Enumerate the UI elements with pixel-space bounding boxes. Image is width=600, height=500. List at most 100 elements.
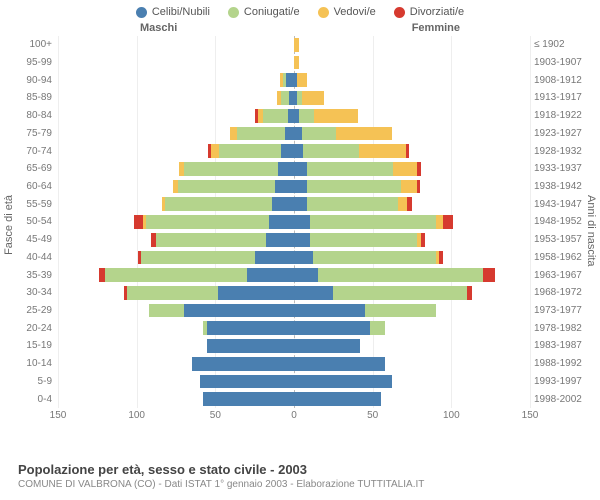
birth-year-label: 1993-1997 [534,376,592,387]
bar-segment [146,215,269,229]
bar-segment [436,215,444,229]
bar-segment [281,91,289,105]
birth-year-label: 1918-1922 [534,110,592,121]
bar-segment [294,392,381,406]
age-label: 75-79 [10,128,52,139]
chart-subtitle: COMUNE DI VALBRONA (CO) - Dati ISTAT 1° … [18,479,590,490]
male-bar [277,91,294,105]
legend-swatch [318,7,329,18]
bar-segment [307,180,401,194]
pyramid-row: 15-191983-1987 [58,337,530,355]
pyramid-row: 85-891913-1917 [58,89,530,107]
age-label: 55-59 [10,199,52,210]
bar-segment [294,251,313,265]
male-bar [207,339,294,353]
pyramid-row: 35-391963-1967 [58,266,530,284]
pyramid-row: 65-691933-1937 [58,160,530,178]
bar-segment [266,233,294,247]
bar-segment [294,215,310,229]
birth-year-label: 1903-1907 [534,57,592,68]
bar-segment [294,38,299,52]
pyramid-row: 90-941908-1912 [58,71,530,89]
bar-segment [294,180,307,194]
bar-segment [207,339,294,353]
birth-year-label: 1968-1972 [534,287,592,298]
female-bar [294,56,299,70]
male-bar [203,392,294,406]
bar-segment [294,339,360,353]
bar-segment [294,304,365,318]
pyramid-row: 30-341968-1972 [58,284,530,302]
x-tick: 50 [210,410,221,421]
male-bar [151,233,294,247]
age-label: 0-4 [10,394,52,405]
birth-year-label: 1973-1977 [534,305,592,316]
female-bar [294,321,385,335]
bar-segment [165,197,272,211]
birth-year-label: 1923-1927 [534,128,592,139]
bar-segment [393,162,417,176]
female-bar [294,197,412,211]
bar-segment [184,162,278,176]
male-bar [124,286,294,300]
bar-segment [303,144,358,158]
age-label: 5-9 [10,376,52,387]
bar-segment [417,162,422,176]
bar-segment [406,144,409,158]
age-label: 35-39 [10,270,52,281]
legend-swatch [394,7,405,18]
male-bar [138,251,294,265]
bar-segment [105,268,247,282]
birth-year-label: 1983-1987 [534,340,592,351]
age-label: 65-69 [10,163,52,174]
birth-year-label: ≤ 1902 [534,39,592,50]
bar-segment [207,321,294,335]
pyramid-row: 80-841918-1922 [58,107,530,125]
bar-segment [149,304,184,318]
birth-year-label: 1913-1917 [534,92,592,103]
bar-segment [443,215,452,229]
male-bar [173,180,294,194]
bar-segment [294,375,392,389]
female-bar [294,91,324,105]
male-bar [179,162,294,176]
female-bar [294,38,299,52]
legend-swatch [228,7,239,18]
birth-year-label: 1998-2002 [534,394,592,405]
bar-segment [294,56,299,70]
birth-year-label: 1948-1952 [534,216,592,227]
bar-segment [401,180,417,194]
bar-segment [467,286,472,300]
pyramid-row: 0-41998-2002 [58,390,530,408]
pyramid-row: 45-491953-1957 [58,231,530,249]
bar-segment [211,144,219,158]
age-label: 95-99 [10,57,52,68]
bar-segment [421,233,424,247]
birth-year-label: 1943-1947 [534,199,592,210]
pyramid-row: 10-141988-1992 [58,355,530,373]
pyramid-row: 60-641938-1942 [58,178,530,196]
bar-segment [127,286,218,300]
bar-segment [294,268,318,282]
bar-segment [230,127,238,141]
bar-segment [134,215,143,229]
bar-segment [294,144,303,158]
bar-segment [313,251,436,265]
x-tick: 150 [522,410,539,421]
x-tick: 150 [50,410,67,421]
bar-segment [302,91,324,105]
female-bar [294,144,409,158]
pyramid-row: 25-291973-1977 [58,302,530,320]
bar-segment [307,197,398,211]
bar-segment [294,127,302,141]
pyramid-row: 50-541948-1952 [58,213,530,231]
bar-segment [439,251,444,265]
bar-segment [294,233,310,247]
female-bar [294,375,392,389]
female-bar [294,180,420,194]
bar-segment [255,251,294,265]
birth-year-label: 1958-1962 [534,252,592,263]
legend-label: Celibi/Nubili [152,6,210,18]
female-label: Femmine [412,22,460,34]
bar-segment [314,109,358,123]
